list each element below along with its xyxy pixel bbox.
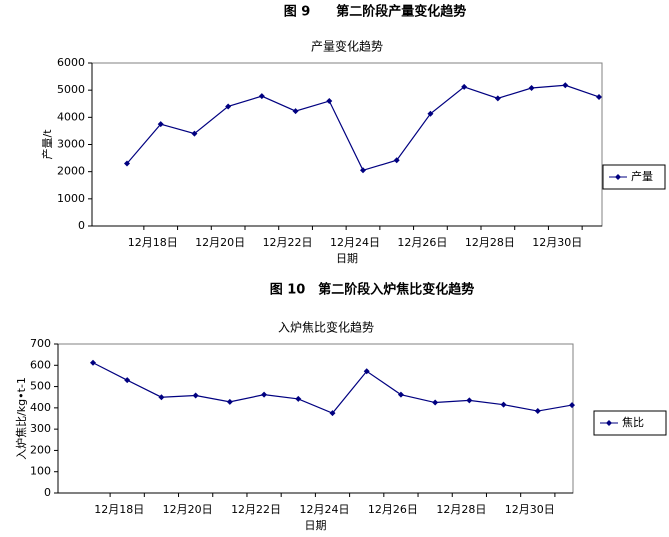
data-point — [562, 82, 569, 89]
y-tick-label: 4000 — [57, 110, 85, 123]
data-point — [466, 397, 473, 404]
x-tick-label: 12月26日 — [397, 236, 447, 249]
x-tick-label: 12月20日 — [195, 236, 245, 249]
y-tick-label: 2000 — [57, 165, 85, 178]
data-point — [158, 394, 165, 401]
x-tick-label: 12月24日 — [330, 236, 380, 249]
x-axis-label: 日期 — [336, 252, 358, 265]
x-tick-label: 12月28日 — [436, 503, 486, 516]
y-tick-label: 300 — [30, 422, 51, 435]
legend-label: 产量 — [631, 169, 653, 183]
x-tick-label: 12月28日 — [465, 236, 515, 249]
y-tick-label: 1000 — [57, 192, 85, 205]
data-point — [192, 392, 199, 399]
data-point — [226, 398, 233, 405]
x-tick-label: 12月26日 — [368, 503, 418, 516]
data-point — [258, 93, 265, 100]
y-tick-label: 0 — [78, 219, 85, 232]
x-tick-label: 12月18日 — [128, 236, 178, 249]
x-tick-label: 12月30日 — [505, 503, 555, 516]
data-point — [494, 95, 501, 102]
plot-area — [91, 62, 603, 227]
data-point — [225, 103, 232, 110]
y-axis-label: 产量/t — [40, 129, 54, 160]
data-point — [427, 110, 434, 117]
data-point — [397, 391, 404, 398]
data-point — [157, 121, 164, 128]
y-axis-label: 入炉焦比/kg•t-1 — [15, 377, 28, 460]
data-point — [326, 98, 333, 105]
y-tick-label: 500 — [30, 380, 51, 393]
plot-area — [57, 343, 574, 494]
data-point — [329, 410, 336, 417]
data-point — [295, 395, 302, 402]
chart-title: 入炉焦比变化趋势 — [278, 320, 374, 335]
data-point — [596, 93, 602, 100]
data-point — [292, 108, 299, 115]
figure-caption: 图 10 第二阶段入炉焦比变化趋势 — [270, 282, 475, 298]
data-point — [500, 401, 507, 408]
data-point — [363, 368, 370, 375]
y-tick-label: 5000 — [57, 83, 85, 96]
y-tick-label: 6000 — [57, 56, 85, 69]
data-point — [90, 359, 96, 366]
data-point — [360, 167, 366, 174]
data-point — [432, 399, 439, 406]
x-tick-label: 12月24日 — [300, 503, 350, 516]
x-tick-label: 12月30日 — [532, 236, 582, 249]
data-point — [124, 377, 131, 384]
y-tick-label: 400 — [30, 401, 51, 414]
y-tick-label: 3000 — [57, 138, 85, 151]
y-tick-label: 200 — [30, 443, 51, 456]
data-point — [393, 157, 400, 164]
legend-marker — [606, 420, 612, 426]
data-point — [569, 402, 575, 409]
x-tick-label: 12月20日 — [163, 503, 213, 516]
y-tick-label: 600 — [30, 358, 51, 371]
legend-marker — [615, 174, 621, 180]
data-point — [534, 408, 541, 415]
x-axis-label: 日期 — [305, 519, 327, 532]
data-point — [191, 130, 198, 137]
y-tick-label: 0 — [44, 486, 51, 499]
figure-caption: 图 9 第二阶段产量变化趋势 — [284, 4, 467, 20]
x-tick-label: 12月22日 — [231, 503, 281, 516]
data-point — [461, 83, 468, 90]
x-tick-label: 12月18日 — [94, 503, 144, 516]
chart-title: 产量变化趋势 — [311, 39, 383, 54]
legend-label: 焦比 — [622, 416, 644, 429]
y-tick-label: 700 — [30, 337, 51, 350]
data-point — [261, 391, 268, 398]
x-tick-label: 12月22日 — [263, 236, 313, 249]
y-tick-label: 100 — [30, 465, 51, 478]
data-point — [528, 84, 535, 91]
data-point — [124, 160, 130, 167]
